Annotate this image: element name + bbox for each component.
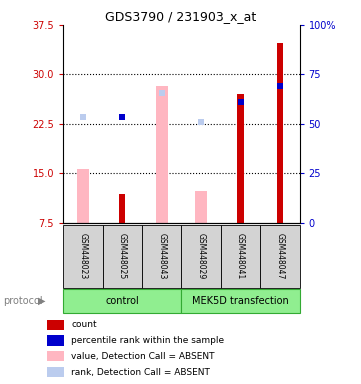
Bar [221, 225, 260, 288]
Text: GSM448025: GSM448025 [118, 233, 127, 280]
Text: value, Detection Call = ABSENT: value, Detection Call = ABSENT [71, 352, 215, 361]
Bar [47, 367, 64, 377]
Bar [47, 336, 64, 346]
Bar [182, 289, 300, 313]
Text: protocol: protocol [4, 296, 43, 306]
Text: control: control [105, 296, 139, 306]
Text: GDS3790 / 231903_x_at: GDS3790 / 231903_x_at [105, 10, 256, 23]
Text: GSM448029: GSM448029 [197, 233, 206, 280]
Bar [156, 86, 168, 223]
Bar [142, 225, 182, 288]
Bar [63, 289, 182, 313]
Text: GSM448047: GSM448047 [275, 233, 284, 280]
Text: percentile rank within the sample: percentile rank within the sample [71, 336, 225, 345]
Bar [77, 169, 89, 223]
Text: GSM448041: GSM448041 [236, 233, 245, 280]
Bar [238, 94, 244, 223]
Text: count: count [71, 320, 97, 329]
Text: GSM448023: GSM448023 [78, 233, 87, 280]
Bar [182, 225, 221, 288]
Bar [277, 43, 283, 223]
Text: ▶: ▶ [38, 296, 45, 306]
Bar [195, 191, 207, 223]
Text: rank, Detection Call = ABSENT: rank, Detection Call = ABSENT [71, 368, 210, 377]
Text: MEK5D transfection: MEK5D transfection [192, 296, 289, 306]
Bar [47, 319, 64, 330]
Bar [47, 351, 64, 361]
Bar [103, 225, 142, 288]
Bar [119, 194, 125, 223]
Bar [260, 225, 300, 288]
Bar [63, 225, 103, 288]
Text: GSM448043: GSM448043 [157, 233, 166, 280]
